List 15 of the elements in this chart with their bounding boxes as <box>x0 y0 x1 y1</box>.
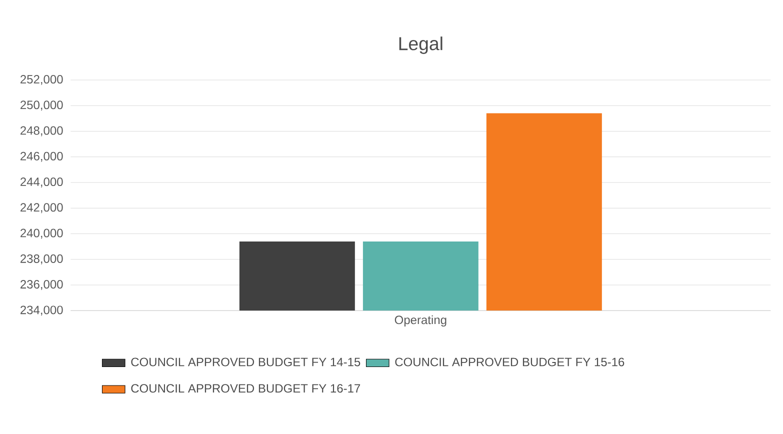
legend-label: COUNCIL APPROVED BUDGET FY 15-16 <box>395 358 624 366</box>
y-tick-label: 244,000 <box>20 178 63 188</box>
y-tick-label: 238,000 <box>20 254 63 264</box>
legend-label: COUNCIL APPROVED BUDGET FY 16-17 <box>131 384 360 393</box>
legend-label: COUNCIL APPROVED BUDGET FY 14-15 <box>131 358 360 366</box>
y-tick-label: 250,000 <box>20 100 63 111</box>
chart-title: Legal <box>399 36 442 54</box>
x-tick-label: Operating <box>394 315 446 327</box>
y-tick-label: 252,000 <box>20 75 63 85</box>
y-tick-label: 234,000 <box>20 306 63 316</box>
y-tick-label: 248,000 <box>20 126 63 136</box>
y-tick-label: 240,000 <box>20 228 63 239</box>
y-tick-label: 246,000 <box>20 152 63 162</box>
y-tick-label: 236,000 <box>20 280 63 290</box>
y-tick-label: 242,000 <box>20 203 63 214</box>
